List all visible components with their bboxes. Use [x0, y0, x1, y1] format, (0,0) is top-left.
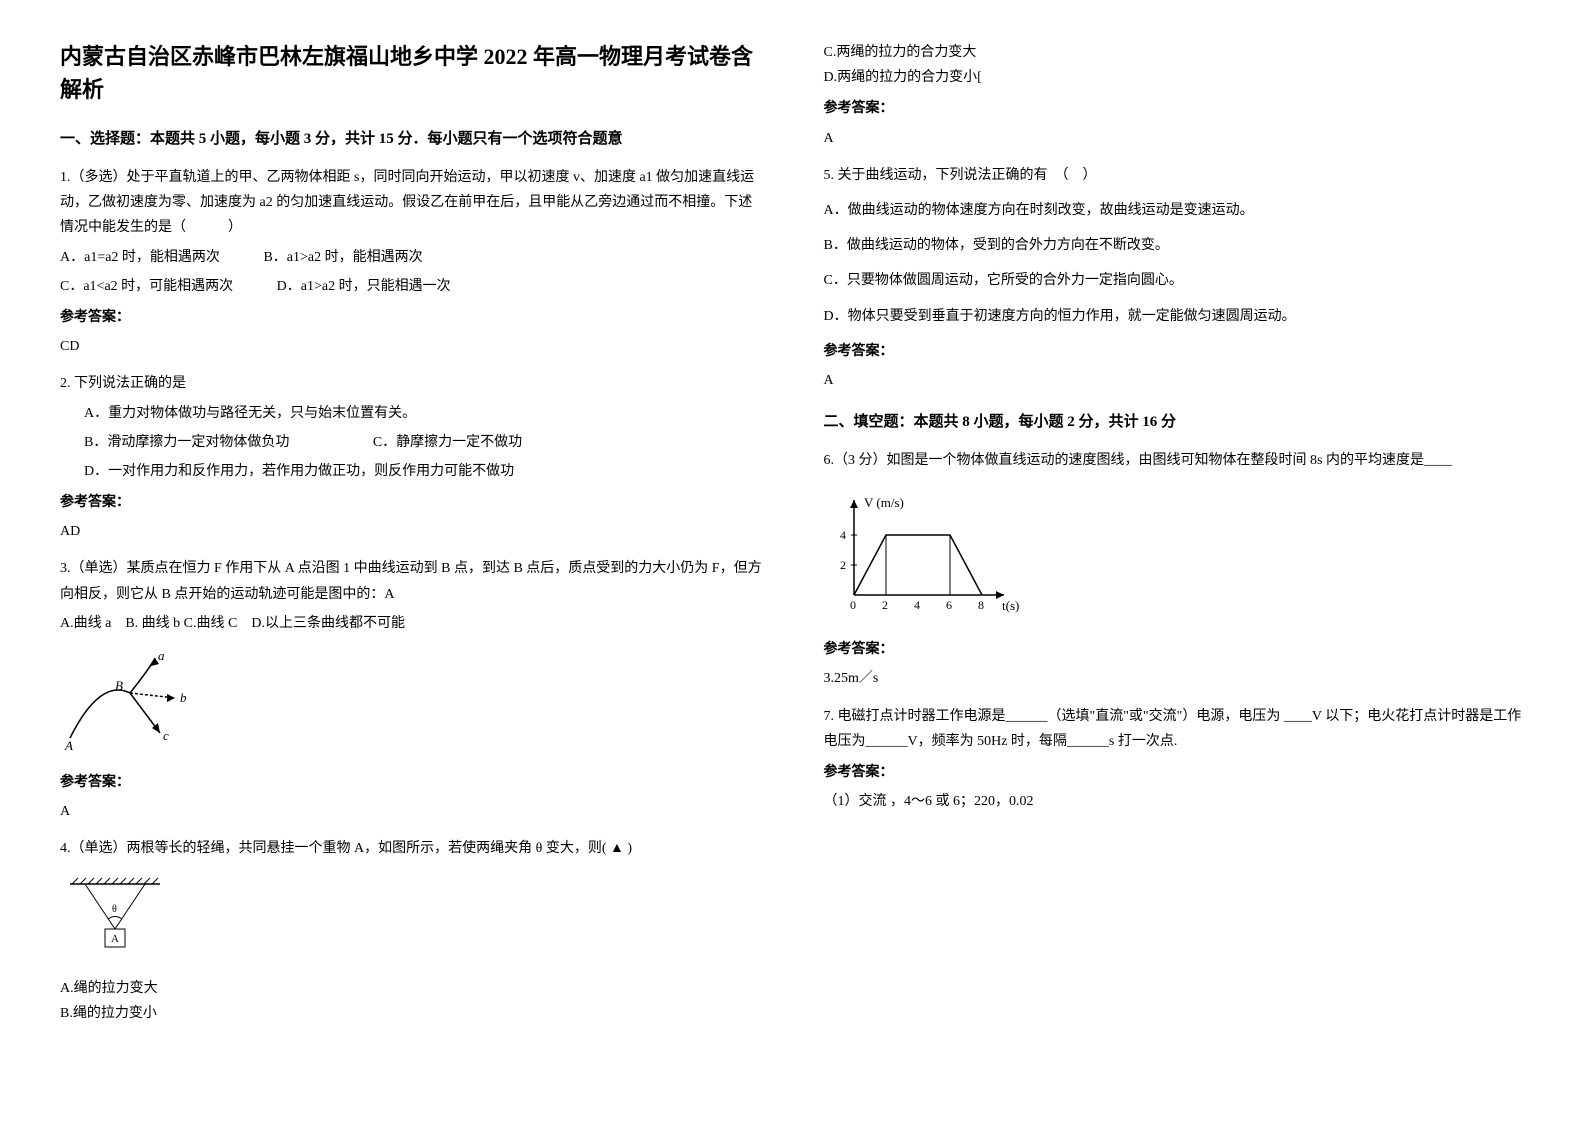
curve-diagram-icon: A B a b c	[60, 648, 200, 758]
q4-figure: θ A	[60, 874, 764, 964]
xtick-0: 0	[850, 598, 856, 612]
q6-answer: 3.25m／s	[824, 666, 1528, 691]
q6-answer-label: 参考答案：	[824, 637, 1528, 662]
left-column: 内蒙古自治区赤峰市巴林左旗福山地乡中学 2022 年高一物理月考试卷含解析 一、…	[60, 40, 764, 1034]
q2-answer-label: 参考答案：	[60, 490, 764, 515]
label-c: c	[163, 728, 169, 743]
q1-opt-b: B．a1>a2 时，能相遇两次	[263, 245, 422, 270]
xtick-2: 2	[882, 598, 888, 612]
question-1: 1.（多选）处于平直轨道上的甲、乙两物体相距 s，同时同向开始运动，甲以初速度 …	[60, 165, 764, 359]
question-5: 5. 关于曲线运动，下列说法正确的有 （ ） A．做曲线运动的物体速度方向在时刻…	[824, 163, 1528, 393]
q6-chart: V (m/s) t(s) 0 2 4 6 8 2 4	[824, 485, 1528, 625]
q1-options-row1: A．a1=a2 时，能相遇两次 B．a1>a2 时，能相遇两次	[60, 245, 764, 270]
q5-opt-a: A．做曲线运动的物体速度方向在时刻改变，故曲线运动是变速运动。	[824, 198, 1528, 223]
label-theta: θ	[112, 904, 117, 915]
q3-text1: 3.（单选）某质点在恒力 F 作用下从 A 点沿图 1 中曲线运动到 B 点，到…	[60, 556, 764, 606]
question-7: 7. 电磁打点计时器工作电源是______（选填"直流"或"交流"）电源，电压为…	[824, 704, 1528, 815]
section2-header: 二、填空题：本题共 8 小题，每小题 2 分，共计 16 分	[824, 409, 1528, 436]
section1-header: 一、选择题：本题共 5 小题，每小题 3 分，共计 15 分．每小题只有一个选项…	[60, 126, 764, 153]
q7-text: 7. 电磁打点计时器工作电源是______（选填"直流"或"交流"）电源，电压为…	[824, 704, 1528, 754]
q1-text: 1.（多选）处于平直轨道上的甲、乙两物体相距 s，同时同向开始运动，甲以初速度 …	[60, 165, 764, 241]
q5-answer-label: 参考答案：	[824, 339, 1528, 364]
q5-opt-b: B．做曲线运动的物体，受到的合外力方向在不断改变。	[824, 233, 1528, 258]
q3-figure: A B a b c	[60, 648, 764, 758]
q2-text: 2. 下列说法正确的是	[60, 371, 764, 396]
q4-text: 4.（单选）两根等长的轻绳，共同悬挂一个重物 A，如图所示，若使两绳夹角 θ 变…	[60, 836, 764, 861]
chart-ylabel: V (m/s)	[864, 495, 904, 510]
q2-opt-d: D．一对作用力和反作用力，若作用力做正功，则反作用力可能不做功	[60, 459, 764, 484]
xtick-6: 6	[946, 598, 952, 612]
label-box-A: A	[111, 933, 119, 945]
q2-opt-b: B．滑动摩擦力一定对物体做负功	[60, 430, 289, 455]
label-a: a	[158, 648, 165, 663]
question-6: 6.（3 分）如图是一个物体做直线运动的速度图线，由图线可知物体在整段时间 8s…	[824, 448, 1528, 692]
ytick-2: 2	[840, 558, 846, 572]
q5-text: 5. 关于曲线运动，下列说法正确的有 （ ）	[824, 163, 1528, 188]
q1-answer: CD	[60, 334, 764, 359]
label-B: B	[115, 678, 123, 693]
right-column: C.两绳的拉力的合力变大 D.两绳的拉力的合力变小[ 参考答案： A 5. 关于…	[824, 40, 1528, 1034]
label-A: A	[64, 738, 73, 753]
velocity-chart-icon: V (m/s) t(s) 0 2 4 6 8 2 4	[824, 485, 1024, 625]
q5-opt-d: D．物体只要受到垂直于初速度方向的恒力作用，就一定能做匀速圆周运动。	[824, 304, 1528, 329]
q1-answer-label: 参考答案：	[60, 305, 764, 330]
xtick-4: 4	[914, 598, 920, 612]
label-b: b	[180, 690, 187, 705]
q4-opt-d: D.两绳的拉力的合力变小[	[824, 65, 1528, 90]
q4-opt-b: B.绳的拉力变小	[60, 1001, 764, 1026]
q1-options-row2: C．a1<a2 时，可能相遇两次 D．a1>a2 时，只能相遇一次	[60, 274, 764, 299]
q3-answer-label: 参考答案：	[60, 770, 764, 795]
xtick-8: 8	[978, 598, 984, 612]
q4-opt-a: A.绳的拉力变大	[60, 976, 764, 1001]
question-4: 4.（单选）两根等长的轻绳，共同悬挂一个重物 A，如图所示，若使两绳夹角 θ 变…	[60, 836, 764, 1026]
q4-answer: A	[824, 126, 1528, 151]
q4-answer-label: 参考答案：	[824, 96, 1528, 121]
question-2: 2. 下列说法正确的是 A．重力对物体做功与路径无关，只与始末位置有关。 B．滑…	[60, 371, 764, 544]
q7-answer-label: 参考答案：	[824, 760, 1528, 785]
q6-text: 6.（3 分）如图是一个物体做直线运动的速度图线，由图线可知物体在整段时间 8s…	[824, 448, 1528, 473]
q5-answer: A	[824, 368, 1528, 393]
q3-text2: A.曲线 a B. 曲线 b C.曲线 C D.以上三条曲线都不可能	[60, 611, 764, 636]
q2-opts-bc: B．滑动摩擦力一定对物体做负功 C．静摩擦力一定不做功	[60, 430, 764, 455]
ytick-4: 4	[840, 528, 846, 542]
chart-xlabel: t(s)	[1002, 598, 1019, 613]
q4-opt-c: C.两绳的拉力的合力变大	[824, 40, 1528, 65]
document-title: 内蒙古自治区赤峰市巴林左旗福山地乡中学 2022 年高一物理月考试卷含解析	[60, 40, 764, 106]
rope-diagram-icon: θ A	[60, 874, 170, 964]
q1-opt-c: C．a1<a2 时，可能相遇两次	[60, 274, 233, 299]
q3-answer: A	[60, 799, 764, 824]
q2-answer: AD	[60, 519, 764, 544]
q1-opt-d: D．a1>a2 时，只能相遇一次	[277, 274, 451, 299]
q1-opt-a: A．a1=a2 时，能相遇两次	[60, 245, 220, 270]
q2-opt-c: C．静摩擦力一定不做功	[373, 430, 522, 455]
question-3: 3.（单选）某质点在恒力 F 作用下从 A 点沿图 1 中曲线运动到 B 点，到…	[60, 556, 764, 824]
q5-opt-c: C．只要物体做圆周运动，它所受的合外力一定指向圆心。	[824, 268, 1528, 293]
document-page: 内蒙古自治区赤峰市巴林左旗福山地乡中学 2022 年高一物理月考试卷含解析 一、…	[60, 40, 1527, 1034]
q2-opt-a: A．重力对物体做功与路径无关，只与始末位置有关。	[60, 401, 764, 426]
q7-answer: （1）交流 ，4～6 或 6；220，0.02	[824, 789, 1528, 814]
